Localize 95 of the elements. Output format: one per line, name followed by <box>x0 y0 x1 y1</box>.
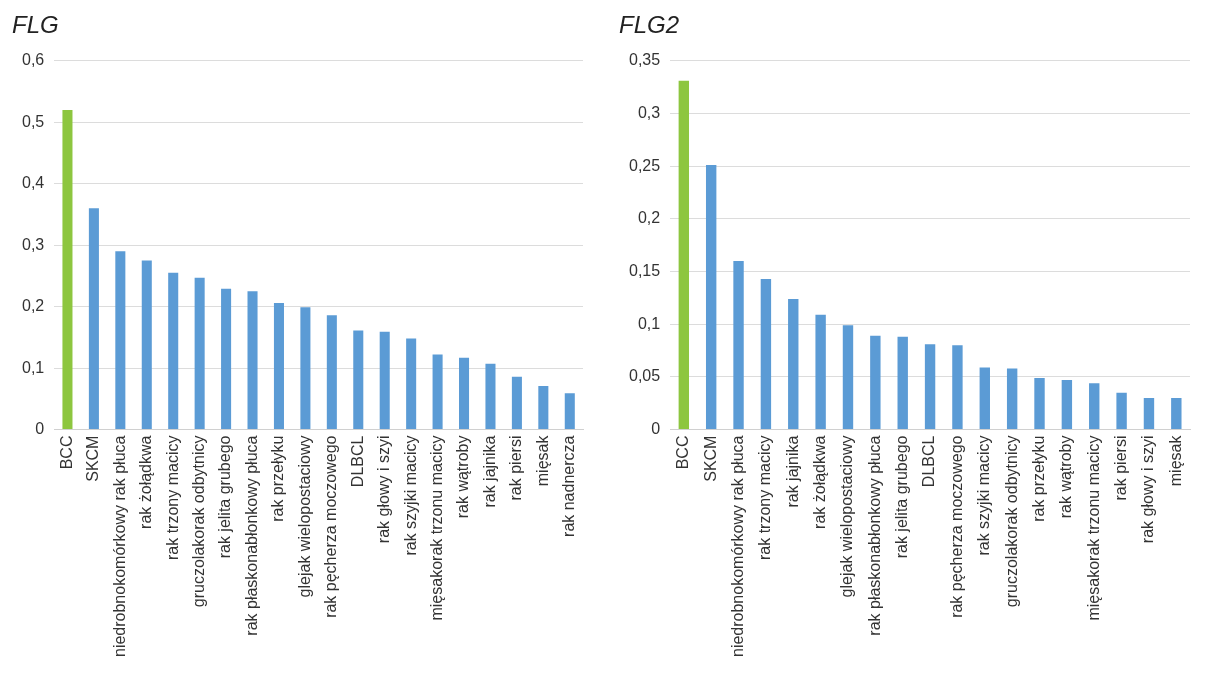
x-tick-label: rak żołądkwa <box>137 435 155 529</box>
chart-title: FLG <box>12 11 59 39</box>
x-tick-label: SKCM <box>84 435 102 482</box>
y-tick-label: 0,4 <box>21 174 45 192</box>
x-tick-label: SKCM <box>701 435 719 482</box>
x-tick-label: rak trzony macicy <box>163 435 181 561</box>
y-tick-label: 0,15 <box>629 261 661 279</box>
bar <box>194 277 205 430</box>
bar <box>247 291 258 430</box>
x-tick-label: rak pęcherza moczowego <box>322 435 340 618</box>
bar <box>353 330 364 430</box>
y-tick-label: 0 <box>35 419 45 437</box>
y-tick-label: 0,1 <box>21 358 45 376</box>
bar <box>979 367 990 430</box>
bar <box>733 260 744 430</box>
bar <box>432 354 443 430</box>
bar <box>788 298 799 430</box>
x-tick-label: niedrobnokomórkowy rak płuca <box>728 435 746 658</box>
y-tick-label: 0,2 <box>637 209 661 227</box>
bar <box>564 393 575 430</box>
y-tick-label: 0,5 <box>21 112 45 130</box>
x-tick-label: rak piersi <box>1112 435 1129 501</box>
y-tick-label: 0,05 <box>629 367 661 385</box>
x-tick-label: rak głowy i szyi <box>375 435 393 544</box>
y-tick-label: 0,3 <box>21 235 45 253</box>
x-tick-label: rak płaskonabłonkowy płuca <box>865 435 883 636</box>
x-tick-label: rak piersi <box>507 435 525 501</box>
bar <box>897 336 908 430</box>
bar <box>221 288 232 430</box>
x-tick-label: gruczolakorak odbytnicy <box>190 435 208 608</box>
bar <box>1034 377 1045 430</box>
bar <box>511 376 522 430</box>
bar <box>88 208 99 430</box>
bar <box>273 302 284 430</box>
y-tick-label: 0,2 <box>21 297 45 315</box>
x-tick-label: rak głowy i szyi <box>1139 435 1157 544</box>
bar <box>485 363 496 430</box>
bar <box>62 109 73 430</box>
x-tick-label: gruczolakorak odbytnicy <box>1002 435 1020 608</box>
bar <box>538 385 549 430</box>
bar <box>705 165 717 430</box>
x-tick-label: rak żołądkwa <box>811 435 829 529</box>
x-tick-label: rak przełyku <box>269 435 287 522</box>
bar <box>1171 397 1182 430</box>
y-tick-label: 0,25 <box>629 156 661 174</box>
x-tick-label: rak szyjki macicy <box>975 435 993 556</box>
x-tick-label: rak płaskonabłonkowy płuca <box>242 435 260 636</box>
x-tick-label: mięsak <box>533 434 551 487</box>
x-tick-label: rak jelita grubego <box>216 435 234 559</box>
x-tick-label: rak jelita grubego <box>893 435 911 559</box>
x-tick-label: rak nadnercza <box>560 435 578 537</box>
bar <box>300 307 311 430</box>
x-tick-label: glejak wielopostaciowy <box>295 435 313 598</box>
x-tick-label: mięsakorak trzonu macicy <box>1084 435 1102 621</box>
x-tick-label: rak pęcherza moczowego <box>947 435 965 618</box>
y-tick-label: 0,6 <box>21 51 45 69</box>
y-tick-label: 0,1 <box>637 314 661 332</box>
bar <box>842 325 854 430</box>
bar <box>678 80 690 430</box>
x-tick-label: BCC <box>57 435 75 470</box>
bar <box>952 345 963 430</box>
x-tick-label: rak przełyku <box>1029 435 1047 522</box>
y-tick-label: 0 <box>651 419 661 437</box>
bar <box>379 331 390 430</box>
bar <box>459 357 470 430</box>
bar <box>406 338 417 430</box>
x-tick-label: niedrobnokomórkowy rak płuca <box>110 435 128 658</box>
x-tick-label: mięsak <box>1166 434 1184 487</box>
x-tick-label: rak jajnika <box>480 435 498 508</box>
bar <box>1089 383 1100 430</box>
x-tick-label: rak wątroby <box>1057 435 1075 519</box>
chart-title: FLG2 <box>619 11 680 39</box>
bar <box>815 314 826 430</box>
x-tick-label: rak trzony macicy <box>756 435 774 561</box>
y-tick-label: 0,3 <box>637 103 661 121</box>
bar <box>326 315 337 430</box>
x-tick-label: DLBCL <box>920 435 938 488</box>
x-tick-label: BCC <box>674 435 692 470</box>
x-tick-label: DLBCL <box>348 435 366 488</box>
bar <box>168 272 179 430</box>
bar <box>924 344 936 430</box>
bar <box>760 278 772 430</box>
x-tick-label: glejak wielopostaciowy <box>838 435 856 598</box>
y-tick-label: 0,35 <box>629 51 661 69</box>
bar <box>870 335 881 430</box>
bar <box>141 260 152 430</box>
x-tick-label: rak wątroby <box>454 435 472 519</box>
x-tick-label: rak jajnika <box>783 435 801 508</box>
bar <box>1143 397 1155 430</box>
x-tick-label: mięsakorak trzonu macicy <box>428 435 445 621</box>
bar <box>1116 392 1127 430</box>
bar <box>115 251 126 430</box>
bar <box>1006 368 1018 430</box>
bar <box>1061 380 1073 430</box>
x-tick-label: rak szyjki macicy <box>401 435 419 556</box>
